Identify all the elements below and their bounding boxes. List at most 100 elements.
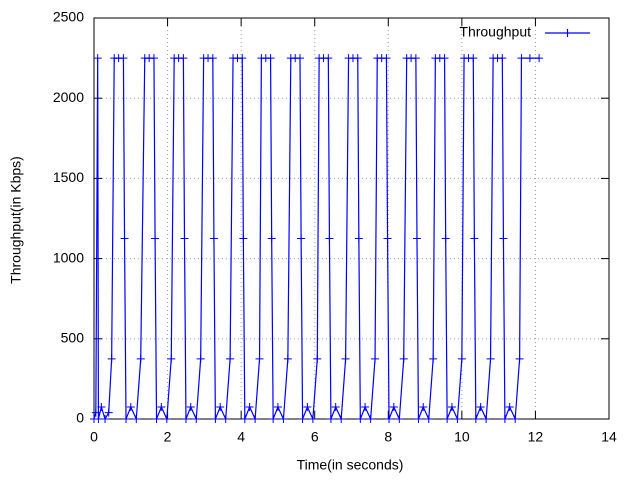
point — [361, 402, 370, 411]
point — [298, 415, 307, 423]
x-axis-label: Time(in seconds) — [297, 457, 404, 473]
point — [122, 415, 131, 423]
point — [325, 234, 334, 243]
y-tick-label: 2500 — [53, 9, 84, 25]
point — [149, 54, 158, 63]
point — [500, 415, 509, 423]
point — [440, 54, 449, 63]
point — [209, 234, 218, 243]
point — [269, 415, 278, 423]
point — [93, 54, 102, 63]
point — [486, 354, 495, 363]
point — [180, 234, 189, 243]
point — [476, 402, 485, 411]
point — [313, 354, 322, 363]
point — [216, 402, 225, 411]
point — [192, 415, 201, 423]
point — [97, 402, 106, 411]
point — [457, 354, 466, 363]
point — [499, 234, 508, 243]
point — [273, 402, 282, 411]
point — [354, 234, 363, 243]
x-tick-label: 10 — [454, 429, 470, 445]
point — [245, 402, 254, 411]
point — [399, 354, 408, 363]
point — [469, 54, 478, 63]
point — [366, 415, 375, 423]
point — [211, 415, 220, 423]
point — [419, 402, 428, 411]
x-tick-label: 0 — [90, 429, 98, 445]
legend-label: Throughput — [459, 24, 531, 40]
point — [152, 415, 161, 423]
point — [515, 354, 524, 363]
point — [308, 415, 317, 423]
point — [267, 234, 276, 243]
point — [107, 354, 116, 363]
point — [296, 54, 304, 63]
point — [119, 54, 128, 63]
point — [356, 415, 365, 423]
point — [151, 234, 160, 243]
point — [412, 234, 421, 243]
x-tick-label: 6 — [311, 429, 319, 445]
point — [395, 415, 404, 423]
point — [385, 415, 394, 423]
point — [414, 415, 423, 423]
point — [283, 354, 292, 363]
point — [240, 415, 249, 423]
y-tick-label: 2000 — [53, 89, 84, 105]
point — [279, 415, 288, 423]
point — [382, 54, 391, 63]
point — [443, 415, 452, 423]
point — [226, 354, 235, 363]
point — [162, 415, 171, 423]
legend-swatch — [545, 29, 590, 37]
x-tick-label: 4 — [237, 429, 245, 445]
point — [389, 402, 398, 411]
point — [441, 234, 450, 243]
point — [239, 234, 248, 243]
point — [132, 415, 141, 423]
y-axis-label: Throughput(in Kbps) — [8, 156, 24, 284]
x-tick-label: 8 — [384, 429, 392, 445]
point — [91, 408, 100, 417]
point — [447, 402, 456, 411]
point — [383, 234, 392, 243]
point — [303, 402, 312, 411]
point — [104, 408, 113, 417]
plot-frame — [93, 17, 610, 420]
point — [371, 354, 380, 363]
point — [238, 54, 247, 63]
point — [186, 402, 195, 411]
y-tick-label: 0 — [76, 410, 84, 426]
point — [221, 415, 230, 423]
point — [353, 54, 362, 63]
point — [324, 54, 333, 63]
x-tick-label: 2 — [164, 429, 172, 445]
point — [331, 402, 340, 411]
point — [208, 54, 217, 63]
point — [297, 234, 306, 243]
point — [453, 415, 462, 423]
point — [482, 415, 491, 423]
x-tick-label: 14 — [601, 429, 617, 445]
point — [525, 54, 534, 63]
point — [505, 402, 514, 411]
point — [120, 234, 129, 243]
y-tick-label: 1000 — [53, 249, 84, 265]
point — [126, 402, 135, 411]
y-tick-label: 1500 — [53, 169, 84, 185]
point — [517, 54, 526, 63]
point — [411, 54, 420, 63]
point — [498, 54, 507, 63]
point — [470, 234, 479, 243]
point — [511, 415, 520, 423]
point — [251, 415, 260, 423]
point — [157, 402, 166, 411]
point — [471, 415, 480, 423]
point — [326, 415, 335, 423]
point — [101, 415, 110, 423]
point — [341, 354, 350, 363]
